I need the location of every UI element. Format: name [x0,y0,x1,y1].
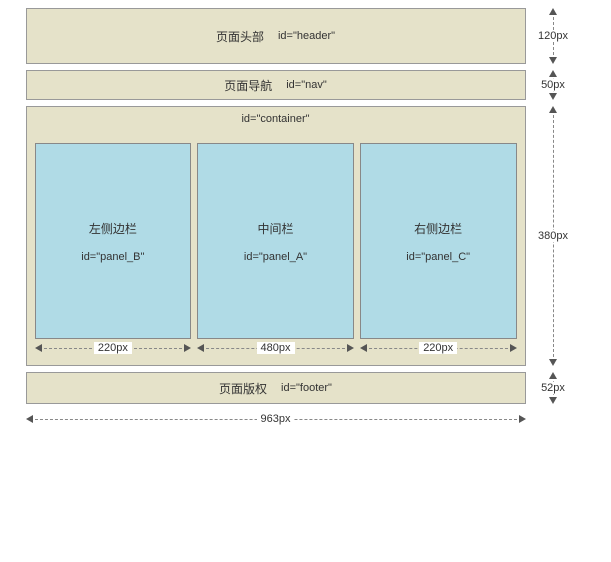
header-title: 页面头部 [216,28,264,45]
total-width-label: 963px [257,413,295,425]
footer-height-dim: 52px [526,372,581,404]
container-height-label: 380px [536,230,570,242]
panel-b-width-label: 220px [94,342,132,354]
container-box: id="container" 左侧边栏 id="panel_B" 220px 中… [26,106,526,366]
panel-c-col: 右侧边栏 id="panel_C" 220px [360,143,517,357]
panel-a-col: 中间栏 id="panel_A" 480px [197,143,354,357]
panel-c-width-dim: 220px [360,339,517,357]
total-width-dim: 963px [26,410,526,428]
nav-height-dim: 50px [526,70,581,100]
panel-b-title: 左侧边栏 [89,220,137,237]
total-width-row: 963px [26,410,586,428]
nav-height-label: 50px [539,79,567,91]
panel-a-width-dim: 480px [197,339,354,357]
nav-box: 页面导航 id="nav" [26,70,526,100]
footer-id: id="footer" [281,382,332,394]
container-id: id="container" [35,111,517,129]
header-box: 页面头部 id="header" [26,8,526,64]
panel-a-width-label: 480px [257,342,295,354]
panels: 左侧边栏 id="panel_B" 220px 中间栏 id="panel_A" [35,143,517,357]
footer-title: 页面版权 [219,380,267,397]
footer-box: 页面版权 id="footer" [26,372,526,404]
nav-title: 页面导航 [224,77,272,94]
header-id: id="header" [278,30,335,42]
container-row: id="container" 左侧边栏 id="panel_B" 220px 中… [26,106,586,366]
panel-b: 左侧边栏 id="panel_B" [35,143,192,339]
panel-b-id: id="panel_B" [81,251,144,263]
panel-c: 右侧边栏 id="panel_C" [360,143,517,339]
container-height-dim: 380px [526,106,581,366]
nav-row: 页面导航 id="nav" 50px [26,70,586,100]
panel-a-title: 中间栏 [258,220,294,237]
panel-c-id: id="panel_C" [406,251,470,263]
header-row: 页面头部 id="header" 120px [26,8,586,64]
nav-id: id="nav" [286,79,327,91]
panel-b-col: 左侧边栏 id="panel_B" 220px [35,143,192,357]
header-height-dim: 120px [526,8,581,64]
panel-b-width-dim: 220px [35,339,192,357]
panel-c-width-label: 220px [419,342,457,354]
panel-a-id: id="panel_A" [244,251,307,263]
panel-a: 中间栏 id="panel_A" [197,143,354,339]
panel-c-title: 右侧边栏 [414,220,462,237]
footer-row: 页面版权 id="footer" 52px [26,372,586,404]
footer-height-label: 52px [539,382,567,394]
header-height-label: 120px [536,30,570,42]
layout-diagram: 页面头部 id="header" 120px 页面导航 id="nav" 50p… [26,8,586,428]
